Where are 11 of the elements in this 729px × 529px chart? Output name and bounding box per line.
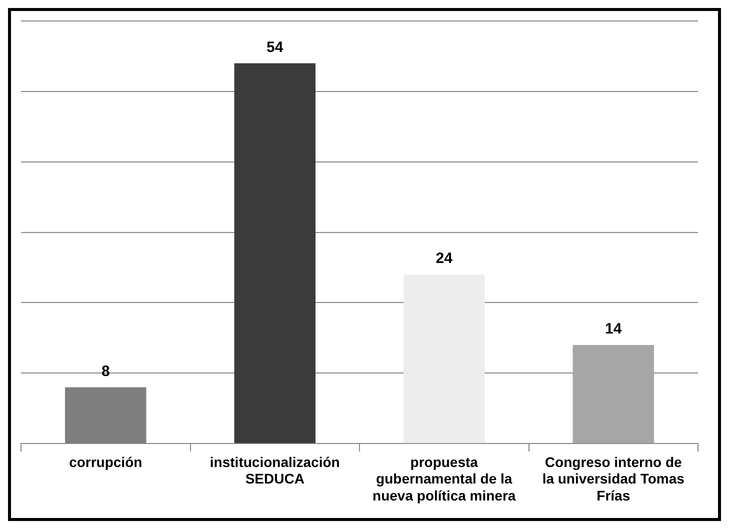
data-label: 54 xyxy=(266,38,284,56)
x-tick-label: propuesta gubernamental de la nueva política minera xyxy=(372,454,516,504)
x-tick-label: institucionalización SEDUCA xyxy=(210,454,340,487)
x-tick-label: Congreso interno de la universidad Tomas Frías xyxy=(542,454,685,504)
data-label: 24 xyxy=(436,250,454,268)
bar xyxy=(572,344,654,444)
bar xyxy=(234,63,316,444)
data-label: 8 xyxy=(101,362,110,380)
data-label: 14 xyxy=(605,320,622,338)
bar xyxy=(404,274,485,444)
x-tick-label: corrupción xyxy=(69,454,142,470)
